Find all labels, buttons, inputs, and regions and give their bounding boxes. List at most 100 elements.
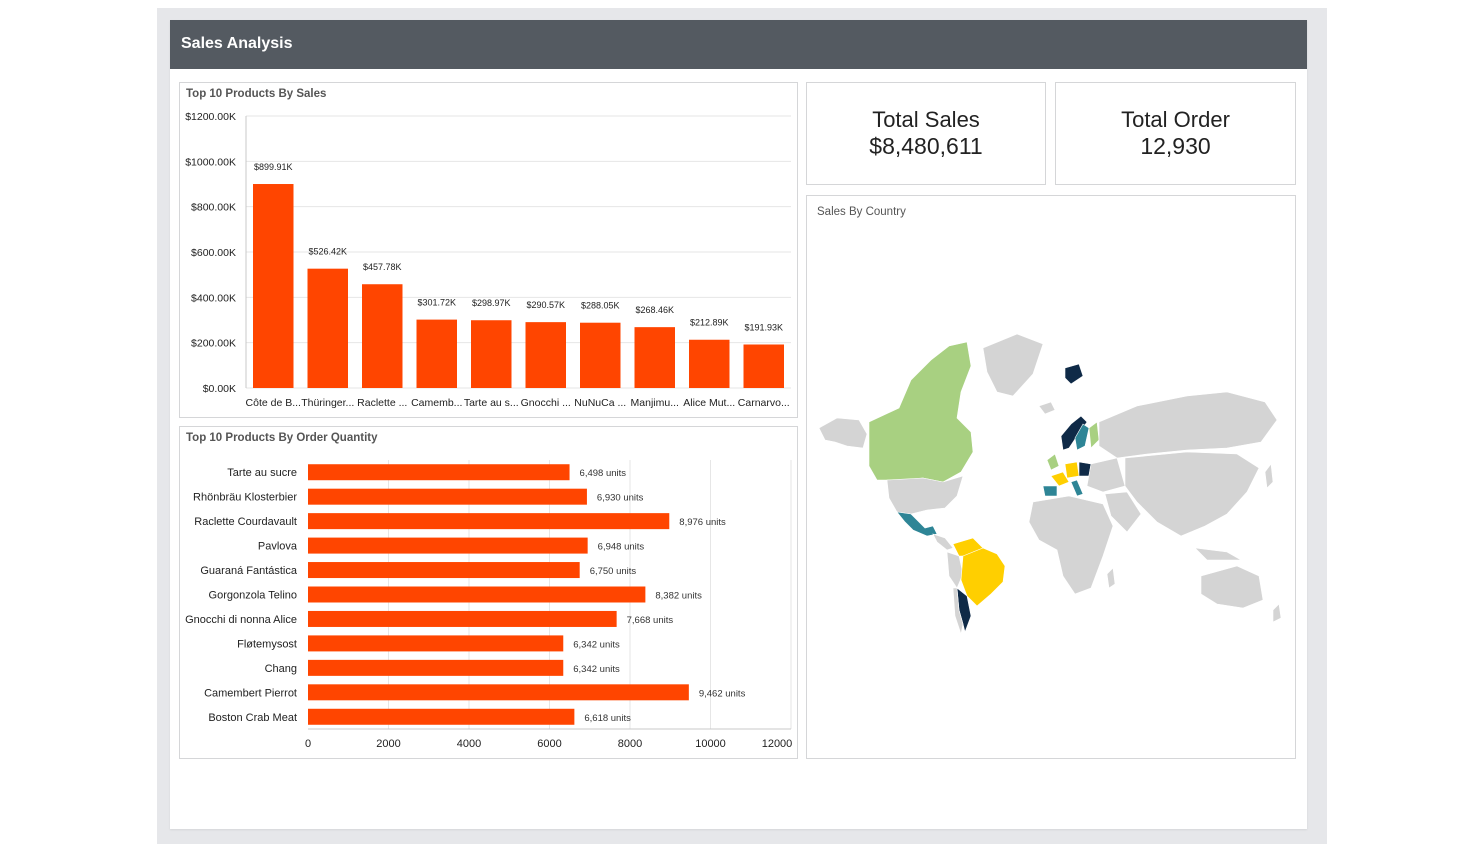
x-tick-label: 4000 [457, 738, 481, 750]
quantity-bar-chart: 0 2000 4000 6000 8000 10000 12000 6,498 units Ta… [185, 460, 793, 750]
y-tick-label: Rhönbräu Klosterbier [193, 492, 297, 504]
y-tick-label: Gnocchi di nonna Alice [185, 614, 297, 626]
country-canada [868, 341, 974, 483]
bar [308, 684, 689, 701]
country-mexico [896, 511, 938, 537]
quantity-chart-title: Top 10 Products By Order Quantity [186, 432, 378, 444]
bar [416, 319, 457, 388]
world-map[interactable] [807, 196, 1295, 758]
y-tick-label: Camembert Pierrot [204, 687, 297, 699]
x-tick-label: 6000 [537, 738, 561, 750]
country-alaska [818, 417, 868, 449]
x-tick-label: Alice Mut... [683, 397, 735, 409]
country-iceland [1038, 401, 1056, 415]
bar [634, 327, 675, 388]
bar-data-label: 9,462 units [699, 688, 746, 699]
bar [525, 322, 566, 388]
sales-by-country-panel: Sales By Country [806, 195, 1296, 759]
bar [743, 344, 784, 388]
x-tick-label: Gnocchi ... [521, 397, 571, 409]
country-central-america [932, 533, 954, 551]
bar [308, 659, 564, 676]
country-uk [1046, 453, 1060, 471]
x-tick-label: 2000 [376, 738, 400, 750]
y-tick-label: Raclette Courdavault [194, 516, 297, 528]
country-africa [1028, 495, 1114, 595]
dashboard: Sales Analysis Top 10 Products By Sales … [170, 20, 1307, 829]
bar-data-label: 6,342 units [573, 639, 620, 650]
sales-chart-panel: Top 10 Products By Sales $0.00K $200.00K $… [179, 82, 798, 418]
country-japan [1264, 463, 1274, 489]
country-france [1050, 471, 1070, 487]
map-title: Sales By Country [817, 206, 906, 218]
bar-data-label: 7,668 units [627, 615, 674, 626]
y-tick-label: Gorgonzola Telino [209, 590, 297, 602]
country-sweden [1074, 423, 1090, 451]
bar [689, 339, 730, 388]
bar-data-label: $526.42K [308, 247, 347, 257]
sales-bar-chart: $0.00K $200.00K $400.00K $600.00K $800.00K $1… [185, 111, 791, 409]
country-indonesia [1194, 547, 1243, 561]
country-asia [1124, 451, 1260, 537]
country-madagascar [1106, 567, 1116, 589]
total-order-card: Total Order 12,930 [1055, 82, 1296, 185]
bar-data-label: $268.46K [635, 305, 674, 315]
bar [362, 284, 403, 388]
x-tick-label: 12000 [762, 738, 793, 750]
y-tick-label: $1000.00K [185, 156, 236, 168]
y-tick-label: $0.00K [203, 383, 236, 395]
bar-data-label: $290.57K [526, 300, 565, 310]
x-tick-label: Camemb... [411, 397, 462, 409]
country-peru [946, 551, 964, 589]
x-tick-label: 10000 [695, 738, 726, 750]
bar-data-label: $288.05K [581, 301, 620, 311]
bar-data-label: 8,382 units [655, 591, 702, 602]
sales-chart-title: Top 10 Products By Sales [186, 88, 327, 100]
y-tick-label: Chang [265, 663, 297, 675]
country-italy [1070, 479, 1084, 497]
y-tick-label: Boston Crab Meat [208, 712, 297, 724]
y-tick-label: $400.00K [191, 292, 236, 304]
x-tick-label: Thüringer... [301, 397, 354, 409]
y-tick-label: Tarte au sucre [227, 467, 297, 479]
y-tick-label: $200.00K [191, 338, 236, 350]
country-australia [1200, 565, 1264, 609]
bar-data-label: $899.91K [254, 162, 293, 172]
x-tick-label: 8000 [618, 738, 642, 750]
y-tick-label: Pavlova [258, 541, 298, 553]
bar [308, 488, 587, 505]
x-tick-label: Tarte au s... [464, 397, 519, 409]
country-new-zealand [1272, 603, 1282, 623]
bar-data-label: $301.72K [417, 298, 456, 308]
x-tick-label: Côte de B... [246, 397, 301, 409]
y-tick-label: $600.00K [191, 247, 236, 259]
total-sales-card: Total Sales $8,480,611 [806, 82, 1046, 185]
bar-data-label: $298.97K [472, 298, 511, 308]
country-svalbard [1064, 363, 1084, 385]
x-tick-label: Raclette ... [357, 397, 407, 409]
x-tick-label: 0 [305, 738, 311, 750]
bar-data-label: 6,948 units [598, 542, 645, 553]
country-usa [886, 475, 964, 515]
country-germany [1064, 461, 1080, 479]
total-sales-label: Total Sales [872, 107, 980, 132]
bar [308, 562, 580, 579]
bar [307, 268, 348, 388]
country-chile [952, 587, 964, 636]
x-tick-label: Manjimu... [631, 397, 679, 409]
x-tick-label: Carnarvo... [738, 397, 790, 409]
y-tick-label: Fløtemysost [237, 638, 297, 650]
quantity-chart-panel: Top 10 Products By Order Quantity 0 2000 4… [179, 426, 798, 759]
country-brazil [960, 547, 1006, 607]
bar [308, 610, 617, 627]
bar-data-label: $457.78K [363, 262, 402, 272]
country-russia [1098, 391, 1278, 459]
bar [308, 537, 588, 554]
x-tick-label: NuNuCa ... [574, 397, 626, 409]
bar [308, 586, 646, 603]
country-spain [1042, 485, 1058, 497]
bar-data-label: 6,342 units [573, 664, 620, 675]
bar-data-label: 6,750 units [590, 566, 637, 577]
bar-data-label: 6,930 units [597, 493, 644, 504]
bar [308, 635, 564, 652]
